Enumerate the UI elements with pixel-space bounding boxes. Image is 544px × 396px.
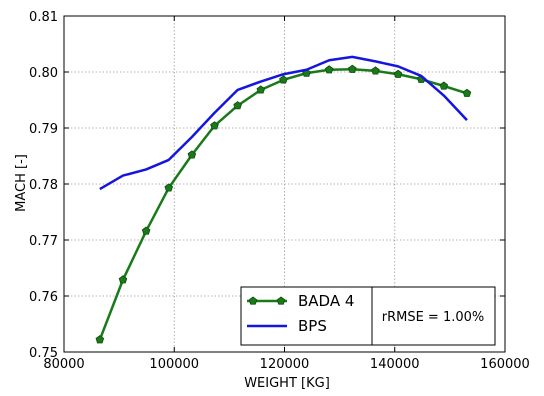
legend-box <box>240 286 496 346</box>
data-point-bada4 <box>393 69 403 78</box>
x-axis-ticks: 80000 100000 120000 140000 160000 <box>43 16 530 372</box>
y-tick-label: 0.81 <box>29 10 58 25</box>
data-point-bada4 <box>439 81 449 90</box>
y-axis-ticks: 0.75 0.76 0.77 0.78 0.79 0.80 0.81 <box>29 10 505 361</box>
y-axis-label: MACH [-] <box>14 154 29 212</box>
y-tick-label: 0.79 <box>29 122 58 137</box>
data-point-bada4 <box>141 226 151 235</box>
x-tick-label: 160000 <box>480 357 530 372</box>
data-point-bada4 <box>95 335 105 344</box>
data-point-bada4 <box>256 85 266 94</box>
legend-label-bada4: BADA 4 <box>298 292 354 310</box>
data-point-bada4 <box>233 101 242 110</box>
series-line-bps <box>99 55 468 191</box>
y-tick-label: 0.78 <box>29 178 58 193</box>
y-tick-label: 0.80 <box>29 66 58 81</box>
x-tick-label: 120000 <box>260 357 310 372</box>
x-axis-label: WEIGHT [KG] <box>244 376 330 391</box>
data-point-bada4 <box>210 121 219 130</box>
rrmse-annotation: rRMSE = 1.00% <box>382 310 485 325</box>
y-tick-label: 0.77 <box>29 234 58 249</box>
x-tick-label: 80000 <box>43 357 84 372</box>
legend: BADA 4 BPS rRMSE = 1.00% <box>240 286 496 346</box>
data-point-bada4 <box>348 64 357 73</box>
y-tick-label: 0.75 <box>29 346 58 361</box>
data-point-bada4 <box>279 75 288 84</box>
data-point-bada4 <box>324 65 334 74</box>
legend-label-bps: BPS <box>298 317 327 335</box>
data-point-bada4 <box>118 275 128 284</box>
data-point-bada4 <box>164 183 174 192</box>
x-tick-label: 140000 <box>370 357 420 372</box>
y-tick-label: 0.76 <box>29 290 58 305</box>
x-tick-label: 100000 <box>149 357 199 372</box>
data-point-bada4 <box>462 88 472 97</box>
grid-lines <box>64 16 505 352</box>
data-point-bada4 <box>371 66 380 75</box>
legend-marker-bada4 <box>276 296 286 305</box>
data-point-bada4 <box>187 150 197 159</box>
legend-marker-bada4 <box>248 296 258 305</box>
series-group <box>95 55 472 344</box>
